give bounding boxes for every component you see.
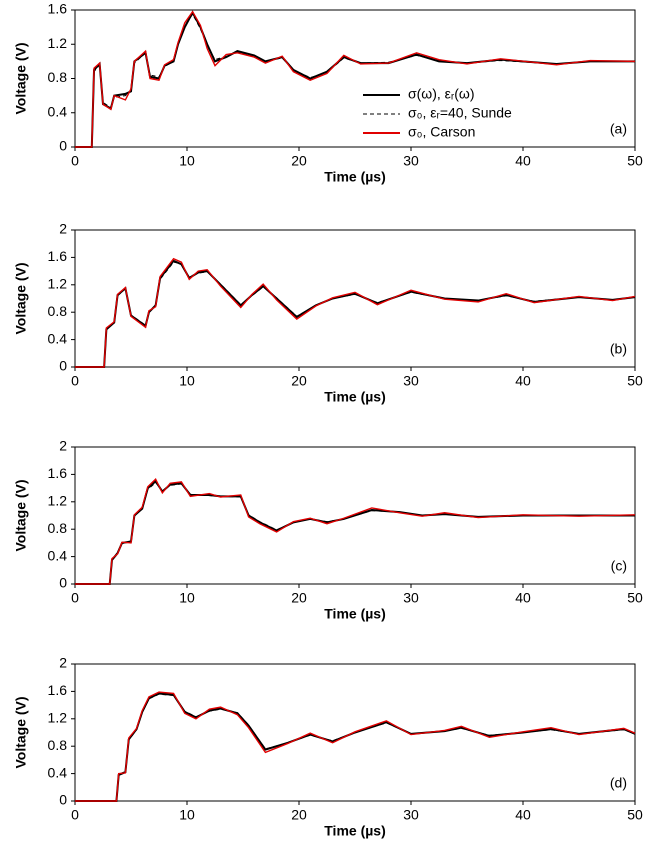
x-tick-label: 40 (515, 373, 531, 389)
panel-label: (b) (610, 341, 627, 357)
y-tick-label: 1.6 (48, 682, 68, 698)
data-line (75, 259, 636, 368)
legend-label: σ₀, εᵣ=40, Sunde (408, 105, 512, 121)
data-line (75, 10, 636, 148)
y-tick-label: 0.4 (48, 330, 68, 346)
data-line (75, 481, 635, 585)
x-tick-label: 50 (627, 807, 643, 823)
x-tick-label: 30 (403, 373, 419, 389)
y-tick-label: 0.8 (48, 520, 68, 536)
x-tick-label: 20 (291, 373, 307, 389)
y-tick-label: 1.2 (48, 493, 68, 509)
y-tick-label: 0 (59, 575, 67, 591)
y-tick-label: 0 (59, 792, 67, 808)
x-tick-label: 0 (71, 807, 79, 823)
panel-label: (d) (610, 775, 627, 791)
y-tick-label: 1.6 (48, 248, 68, 264)
y-tick-label: 0.8 (48, 69, 68, 85)
y-axis-label: Voltage (V) (13, 262, 29, 334)
legend-label: σ₀, Carson (408, 124, 475, 140)
y-tick-label: 0.4 (48, 764, 68, 780)
data-line (75, 10, 635, 148)
y-tick-label: 2 (59, 655, 67, 671)
x-tick-label: 40 (515, 807, 531, 823)
x-tick-label: 50 (627, 153, 643, 169)
x-tick-label: 10 (179, 373, 195, 389)
plot-frame (74, 229, 636, 368)
x-tick-label: 0 (71, 373, 79, 389)
panel-label: (a) (610, 121, 627, 137)
y-tick-label: 0.8 (48, 737, 68, 753)
x-tick-label: 20 (291, 153, 307, 169)
data-line (75, 257, 636, 368)
y-tick-label: 2 (59, 438, 67, 454)
x-tick-label: 20 (291, 590, 307, 606)
data-line (75, 478, 636, 585)
x-tick-label: 40 (515, 153, 531, 169)
panel-label: (c) (611, 558, 627, 574)
x-axis-label: Time (µs) (324, 169, 386, 185)
x-tick-label: 0 (71, 153, 79, 169)
y-tick-label: 1.2 (48, 710, 68, 726)
y-axis-label: Voltage (V) (13, 42, 29, 114)
data-line (75, 693, 636, 802)
y-axis-label: Voltage (V) (13, 479, 29, 551)
y-tick-label: 0.8 (48, 303, 68, 319)
data-line (75, 479, 635, 585)
y-tick-label: 0 (59, 358, 67, 374)
x-axis-label: Time (µs) (324, 389, 386, 405)
x-tick-label: 50 (627, 373, 643, 389)
y-tick-label: 1.2 (48, 35, 68, 51)
y-tick-label: 2 (59, 221, 67, 237)
x-tick-label: 30 (403, 153, 419, 169)
x-tick-label: 20 (291, 807, 307, 823)
y-tick-label: 1.2 (48, 276, 68, 292)
y-tick-label: 0.4 (48, 547, 68, 563)
x-tick-label: 50 (627, 590, 643, 606)
y-tick-label: 1.6 (48, 465, 68, 481)
x-tick-label: 10 (179, 153, 195, 169)
x-tick-label: 30 (403, 807, 419, 823)
x-axis-label: Time (µs) (324, 606, 386, 622)
y-axis-label: Voltage (V) (13, 696, 29, 768)
data-line (75, 261, 636, 368)
x-tick-label: 10 (179, 807, 195, 823)
legend-label: σ(ω), εᵣ(ω) (408, 86, 475, 102)
y-tick-label: 1.6 (48, 1, 68, 17)
data-line (75, 691, 636, 802)
x-tick-label: 0 (71, 590, 79, 606)
x-axis-label: Time (µs) (324, 823, 386, 839)
y-tick-label: 0 (59, 138, 67, 154)
x-tick-label: 40 (515, 590, 531, 606)
x-tick-label: 10 (179, 590, 195, 606)
y-tick-label: 0.4 (48, 103, 68, 119)
x-tick-label: 30 (403, 590, 419, 606)
data-line (75, 692, 636, 802)
